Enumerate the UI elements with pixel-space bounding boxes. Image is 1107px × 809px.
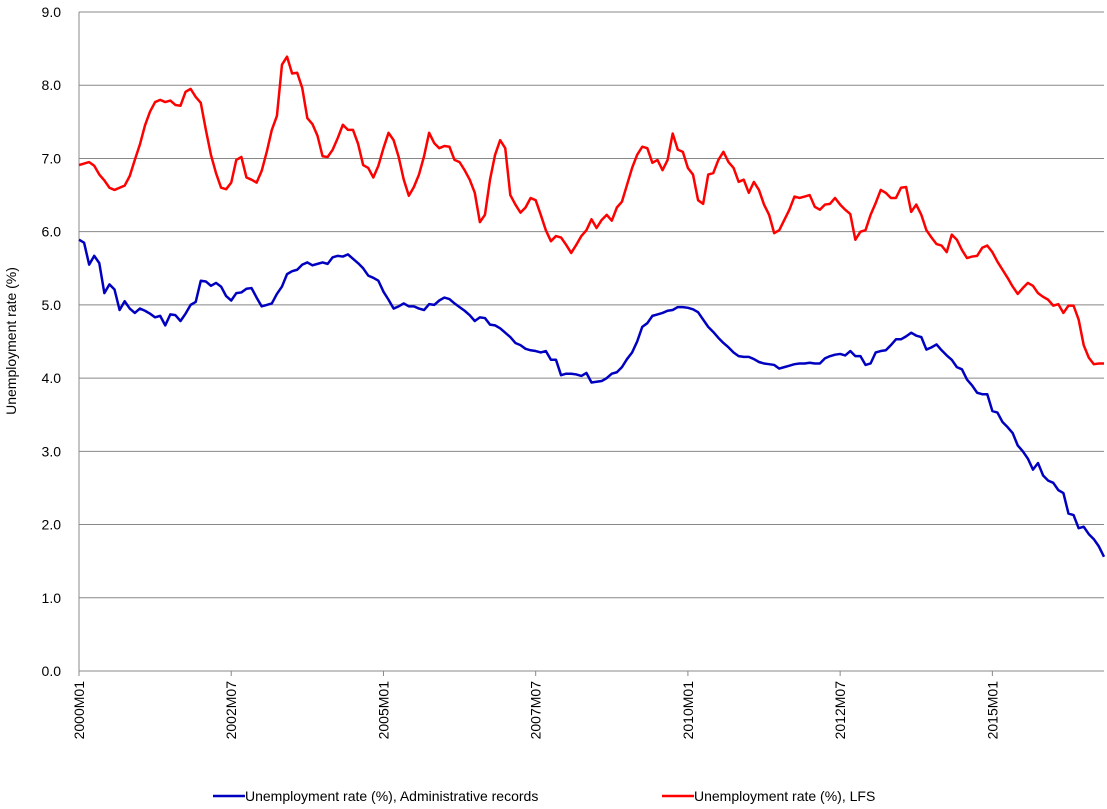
y-tick-label: 3.0 — [42, 443, 62, 459]
x-tick-label: 2010M01 — [680, 681, 696, 740]
y-tick-label: 0.0 — [42, 663, 62, 679]
legend-label: Unemployment rate (%), LFS — [694, 788, 875, 804]
x-tick-label: 2012M07 — [832, 681, 848, 740]
y-tick-label: 5.0 — [42, 297, 62, 313]
x-tick-label: 2002M07 — [223, 681, 239, 740]
x-tick-label: 2000M01 — [71, 681, 87, 740]
y-axis-title: Unemployment rate (%) — [3, 267, 19, 415]
x-tick-label: 2005M01 — [375, 681, 391, 740]
legend-label: Unemployment rate (%), Administrative re… — [245, 788, 538, 804]
y-tick-label: 8.0 — [42, 77, 62, 93]
y-tick-label: 4.0 — [42, 370, 62, 386]
x-tick-label: 2007M07 — [528, 681, 544, 740]
y-tick-label: 6.0 — [42, 224, 62, 240]
y-tick-label: 2.0 — [42, 517, 62, 533]
x-tick-label: 2015M01 — [984, 681, 1000, 740]
y-tick-label: 9.0 — [42, 4, 62, 20]
y-tick-label: 7.0 — [42, 150, 62, 166]
series-line — [78, 238, 1106, 558]
y-tick-label: 1.0 — [42, 590, 62, 606]
series-line — [78, 55, 1104, 366]
